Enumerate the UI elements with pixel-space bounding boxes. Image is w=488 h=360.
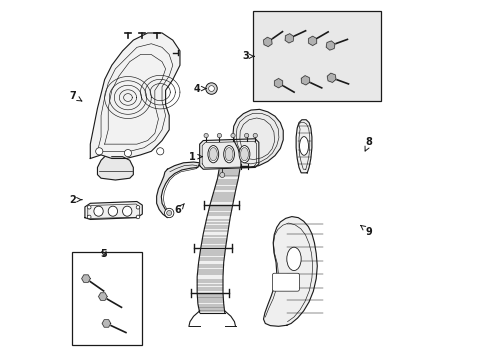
Polygon shape <box>296 120 311 173</box>
Polygon shape <box>199 139 258 169</box>
Circle shape <box>208 86 214 91</box>
Circle shape <box>124 149 131 157</box>
Ellipse shape <box>94 206 103 216</box>
Ellipse shape <box>286 247 301 271</box>
Circle shape <box>166 211 171 216</box>
Ellipse shape <box>240 148 248 161</box>
Text: 8: 8 <box>364 138 372 151</box>
Polygon shape <box>97 157 133 180</box>
Polygon shape <box>263 217 317 326</box>
Circle shape <box>164 208 174 218</box>
Ellipse shape <box>108 206 117 216</box>
Circle shape <box>156 148 163 155</box>
Circle shape <box>136 215 140 219</box>
Text: 3: 3 <box>242 51 254 61</box>
FancyBboxPatch shape <box>272 273 299 291</box>
Polygon shape <box>99 293 107 300</box>
Circle shape <box>253 134 257 138</box>
Ellipse shape <box>239 145 249 163</box>
Ellipse shape <box>207 145 218 163</box>
Text: 2: 2 <box>70 195 82 205</box>
Polygon shape <box>156 162 199 218</box>
Text: 9: 9 <box>360 225 372 237</box>
Circle shape <box>96 148 102 155</box>
Ellipse shape <box>224 148 233 161</box>
Polygon shape <box>263 37 271 46</box>
Polygon shape <box>325 41 334 50</box>
Circle shape <box>136 206 140 209</box>
Polygon shape <box>274 78 282 88</box>
Circle shape <box>244 134 248 138</box>
Circle shape <box>203 134 208 138</box>
Polygon shape <box>197 167 240 313</box>
Polygon shape <box>301 76 309 85</box>
Bar <box>72 252 142 345</box>
Polygon shape <box>233 109 283 167</box>
Polygon shape <box>85 202 142 220</box>
Circle shape <box>87 206 91 209</box>
Ellipse shape <box>223 145 234 163</box>
Circle shape <box>217 134 221 138</box>
Ellipse shape <box>209 148 217 161</box>
Text: 1: 1 <box>189 152 202 162</box>
Polygon shape <box>308 36 316 45</box>
Ellipse shape <box>122 206 132 216</box>
Polygon shape <box>81 275 90 282</box>
Text: 5: 5 <box>101 248 107 258</box>
Polygon shape <box>102 320 110 327</box>
Circle shape <box>230 134 235 138</box>
Text: 4: 4 <box>193 84 206 94</box>
Text: 6: 6 <box>174 204 184 216</box>
Polygon shape <box>326 73 335 82</box>
Ellipse shape <box>299 136 308 155</box>
Bar <box>253 12 380 101</box>
Text: 7: 7 <box>70 91 81 101</box>
Circle shape <box>219 172 224 177</box>
Polygon shape <box>90 33 180 158</box>
Circle shape <box>87 215 91 219</box>
Circle shape <box>205 83 217 94</box>
Polygon shape <box>285 34 293 43</box>
